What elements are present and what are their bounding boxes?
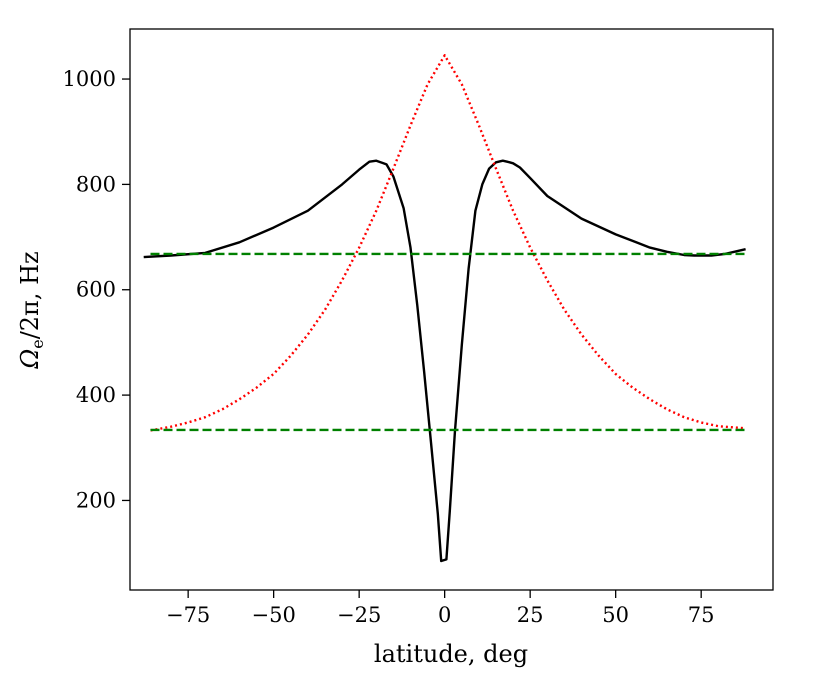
y-axis-label: Ωe/2π, Hz [16, 251, 47, 369]
x-tick-label: 50 [602, 603, 629, 627]
y-axis-label-sub: e [28, 339, 47, 348]
plot-frame [129, 28, 774, 591]
y-tick-label: 200 [76, 488, 116, 512]
ticks-layer: −75 −50 −25 0 25 50 75 200 400 600 800 1000 [63, 67, 715, 627]
x-axis-label: latitude, deg [374, 640, 528, 668]
x-tick-label: 25 [517, 603, 544, 627]
series-line-1 [143, 159, 746, 563]
series-line-2 [150, 54, 746, 432]
x-tick-label: 75 [688, 603, 715, 627]
y-tick-label: 600 [76, 278, 116, 302]
y-tick-label: 800 [76, 172, 116, 196]
y-axis-label-rest: /2π, Hz [16, 251, 44, 339]
x-tick-label: −25 [337, 603, 381, 627]
x-tick-label: −75 [166, 603, 210, 627]
y-tick-label: 1000 [63, 67, 116, 91]
y-axis-label-main: Ω [16, 349, 44, 370]
x-tick-label: 0 [438, 603, 451, 627]
y-tick-label: 400 [76, 383, 116, 407]
series-layer [143, 54, 746, 563]
x-tick-label: −50 [251, 603, 295, 627]
